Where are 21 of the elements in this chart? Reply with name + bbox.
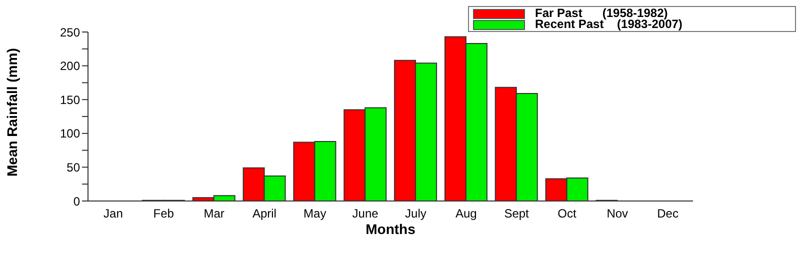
x-tick-label: Nov [606,206,628,221]
y-tick-label: 250 [60,25,80,40]
y-tick-label: 0 [73,194,80,208]
x-tick-label: Dec [657,206,678,221]
x-tick-label: Jan [104,206,123,221]
x-tick-label: April [252,206,276,221]
x-tick-label: Oct [558,206,577,221]
x-tick-label: May [304,206,326,221]
x-tick-label: Feb [153,206,174,221]
x-tick-label: Sept [504,206,530,221]
y-tick-label: 50 [66,160,80,174]
x-tick-label: July [405,206,426,221]
y-tick-label: 200 [60,59,80,74]
x-tick-label: Aug [455,206,477,221]
y-tick-label: 100 [60,126,80,141]
x-tick-label: June [352,206,379,221]
y-axis-title: Mean Rainfall (mm) [4,48,20,176]
x-axis-title: Months [366,221,416,237]
y-tick-label: 150 [60,92,80,107]
legend-label: Far Past (1958-1982) [535,6,668,20]
x-tick-label: Mar [204,206,224,221]
